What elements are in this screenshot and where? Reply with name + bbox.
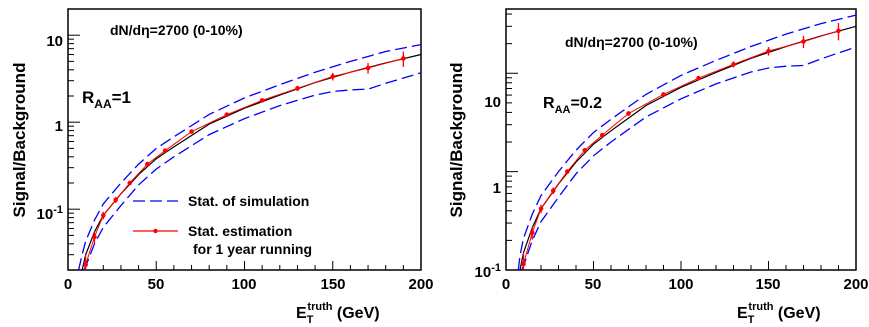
left-central-line [81,53,422,271]
right-raa-label: RAA=0.2 [543,95,602,116]
left-x-ticks [67,261,422,270]
left-stat-line [85,58,404,265]
left-x-tick-label: 100 [231,276,256,293]
right-x-ticks [505,261,857,270]
left-stat-point [162,148,168,154]
right-y-tick-label: 10-1 [475,262,501,281]
right-x-tick-label: 200 [843,276,868,293]
left-plot-panel: 0 50 100 150 200 10 1 10-1 Signal/Backgr… [10,8,434,326]
left-x-tick-label: 0 [64,276,72,293]
legend-label-simulation: Stat. of simulation [188,193,309,209]
left-stat-point [365,65,371,71]
left-x-axis-label: ETtruth (GeV) [296,301,380,326]
left-stat-point [127,180,133,186]
left-stat-point [330,74,336,79]
right-stat-point [550,188,556,193]
right-stat-point [661,92,666,97]
left-y-tick-label: 10 [46,33,63,50]
left-legend: Stat. of simulation Stat. estimation for… [133,193,312,257]
legend-label-estimation: Stat. estimation [188,223,292,239]
left-stat-point [259,98,265,103]
left-stat-point [145,161,150,167]
right-x-tick-label: 50 [585,276,602,293]
left-multiplicity-label: dN/dη=2700 (0-10%) [110,22,243,38]
right-stat-point [696,75,701,81]
right-stat-point [521,261,526,267]
left-x-tick-label: 50 [148,276,165,293]
right-stat-point [529,230,535,235]
right-x-tick-label: 150 [755,276,780,293]
left-stat-point [189,129,194,134]
left-lower-band-line [83,72,422,271]
right-y-tick-label: 10 [484,94,501,111]
right-stat-point [626,111,631,116]
left-stat-point [224,112,230,117]
right-y-ticks [506,13,518,271]
left-upper-band-line [77,43,422,271]
right-x-axis-label: ETtruth (GeV) [737,301,821,326]
right-stat-line [523,30,839,265]
right-series-layer [517,14,857,271]
right-stat-point [582,147,588,153]
right-stat-point [599,132,605,138]
left-stat-point [83,262,88,268]
left-stat-point [92,234,97,240]
right-central-line [519,25,857,271]
right-stat-point [564,169,570,174]
left-y-ticks [68,8,80,271]
left-stat-point [113,197,118,203]
left-y-axis-label: Signal/Background [10,63,29,218]
right-multiplicity-label: dN/dη=2700 (0-10%) [565,34,698,50]
left-stat-point [101,213,106,218]
right-stat-point [836,28,841,34]
right-y-tick-label: 1 [493,180,501,197]
left-y-tick-label: 10-1 [37,204,63,223]
right-stat-point [766,48,771,54]
right-stat-point [731,62,736,67]
legend-label-estimation-sub: for 1 year running [193,241,312,257]
left-y-tick-label: 1 [55,118,63,135]
right-stat-point [801,39,806,44]
right-y-axis-label: Signal/Background [447,63,466,218]
left-raa-label: RAA=1 [82,88,131,111]
right-plot-panel: 0 50 100 150 200 10 1 10-1 Signal/Backgr… [447,8,869,326]
left-stat-point [295,86,300,91]
right-x-tick-label: 100 [668,276,693,293]
right-x-tick-label: 0 [502,276,510,293]
left-x-tick-label: 150 [320,276,345,293]
left-series-layer [77,43,422,271]
left-stat-point [401,56,406,61]
right-stat-point [538,206,544,211]
left-x-tick-label: 200 [408,276,433,293]
right-upper-band-line [517,14,857,271]
legend-marker-estimation [153,228,158,234]
right-lower-band-line [521,46,857,271]
